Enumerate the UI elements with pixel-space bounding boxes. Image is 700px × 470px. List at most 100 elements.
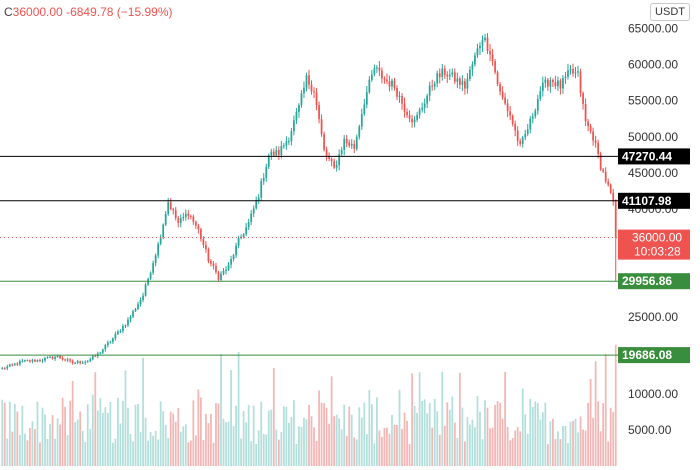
candle-body [441,68,444,78]
volume-bar [335,414,338,466]
volume-bar [529,398,532,466]
candle-body [154,255,157,264]
volume-bar [277,439,280,466]
candle-body [396,87,398,97]
volume-bar [147,440,149,466]
candle-body [406,111,408,116]
candle-body [330,158,333,162]
candle-body [511,115,514,124]
volume-bar [54,438,56,466]
ohlc-header: C36000.00 -6849.78 (−15.99%) [4,5,173,19]
candle-body [117,331,119,335]
volume-bar [69,400,72,466]
candle-body [320,119,323,135]
volume-bar [582,429,584,466]
volume-bar [31,421,34,466]
candle-body [174,210,177,218]
price-tick-label: 25000.00 [628,310,678,324]
volume-bar [469,424,471,466]
volume-bar [413,406,416,466]
volume-bar [396,424,398,466]
candle-body [514,123,517,131]
volume-bar [328,423,330,466]
volume-bar [167,437,170,466]
candle-body [536,99,539,111]
volume-bar [64,406,66,466]
volume-bar [144,417,147,466]
candle-body [423,103,426,108]
candle-body [189,215,192,217]
volume-bar [59,424,61,466]
volume-bar [13,404,16,466]
volume-bar [142,357,144,466]
candle-body [499,84,501,92]
volume-bar [137,403,139,466]
volume-bar [44,414,46,466]
candle-body [333,161,336,168]
volume-bar [355,439,358,466]
volume-bar [29,428,31,466]
candle-body [343,138,346,151]
candle-body [604,171,607,182]
candle-body [1,368,4,370]
volume-bar [172,413,175,466]
volume-bar [124,370,127,466]
change-value: -6849.78 [66,5,114,19]
volume-bar [554,439,557,466]
candle-body [479,45,481,49]
volume-bar [104,407,107,466]
candle-body [466,78,469,89]
volume-bar [179,431,182,466]
candle-body [277,150,280,155]
price-tick-label: 60000.00 [628,58,678,72]
volume-bar [89,429,92,466]
volume-bar [607,441,610,466]
candle-body [298,105,300,113]
candle-body [308,75,310,85]
volume-bar [406,420,408,466]
volume-bar [572,420,574,466]
candle-body [300,93,303,106]
volume-bar [187,442,190,466]
candle-body [182,217,185,219]
volume-bar [84,442,87,466]
candle-body [607,181,610,185]
level-label-bg [618,192,690,209]
candle-body [474,55,476,65]
candle-body [489,50,491,55]
candle-body [164,213,167,225]
candle-body [197,225,200,230]
volume-bar [3,402,6,466]
volume-bar [109,401,112,466]
candle-body [496,72,499,85]
volume-bar [589,379,592,466]
price-tick-label: 45000.00 [628,166,678,180]
volume-bar [499,402,501,466]
volume-bar [56,418,59,466]
candle-body [584,103,587,122]
volume-bar [101,412,104,466]
candle-body [358,126,361,137]
volume-bar [567,443,569,466]
volume-bar [169,411,172,466]
volume-bar [345,435,348,466]
volume-bar [132,441,134,466]
candle-body [594,140,597,143]
volume-bar [604,354,607,466]
candle-body [589,126,592,132]
candle-body [383,78,386,80]
candle-body [544,79,547,83]
candle-body [76,361,79,363]
volume-bar [376,397,378,466]
volume-bar [541,412,544,466]
volume-bar [484,400,486,466]
volume-bar [584,430,587,466]
candle-body [486,37,489,51]
volume-bar [436,411,439,466]
volume-bar [177,408,180,466]
volume-bar [433,399,436,466]
currency-badge[interactable]: USDT [650,3,690,21]
volume-bar [61,397,64,466]
volume-bar [330,376,333,466]
